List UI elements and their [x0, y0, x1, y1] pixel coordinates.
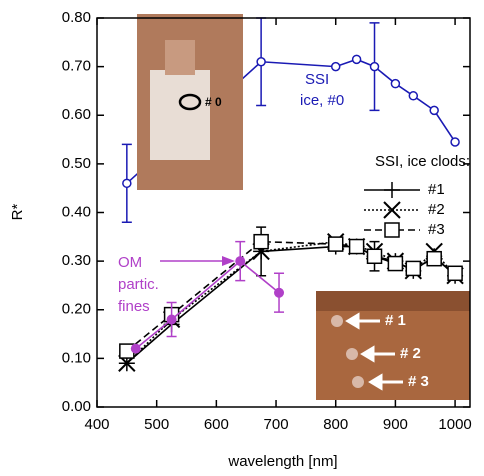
x-tick-label: 400 — [84, 416, 109, 433]
marker — [408, 91, 419, 101]
photo-clod — [352, 376, 364, 388]
photo-ice — [150, 70, 210, 160]
y-tick-label: 0.70 — [62, 58, 91, 75]
marker-shape — [366, 248, 383, 265]
marker-shape — [256, 57, 266, 67]
marker-shape — [274, 287, 285, 298]
y-tick-label: 0.30 — [62, 252, 91, 269]
series-label: SSI — [305, 71, 329, 88]
series-line — [135, 260, 280, 350]
annotation-arrowhead — [222, 256, 235, 266]
y-tick-label: 0.60 — [62, 106, 91, 123]
marker-shape — [447, 265, 463, 282]
insets: # 0 # 1 # 2 # 3 — [137, 14, 470, 400]
series-label: partic. — [118, 276, 159, 293]
marker-shape — [383, 201, 401, 219]
photo-clod — [331, 315, 343, 327]
marker — [330, 61, 341, 72]
photo-clod — [346, 348, 358, 360]
marker-shape — [384, 222, 400, 238]
marker — [351, 54, 362, 65]
legend-label: #3 — [428, 221, 445, 238]
marker — [274, 287, 285, 298]
marker-shape — [130, 343, 141, 354]
marker-shape — [450, 137, 460, 147]
marker-shape — [348, 238, 365, 255]
marker — [383, 201, 401, 219]
marker — [405, 260, 422, 277]
marker-shape — [405, 260, 422, 277]
marker-shape — [369, 61, 380, 72]
legend-title: SSI, ice clods: — [375, 153, 470, 170]
marker-shape — [122, 178, 132, 189]
marker — [429, 105, 439, 116]
marker — [130, 343, 141, 354]
y-tick-label: 0.40 — [62, 203, 91, 220]
x-tick-label: 700 — [264, 416, 289, 433]
marker — [256, 57, 266, 67]
marker-shape — [330, 61, 341, 72]
marker — [235, 256, 246, 267]
marker — [390, 78, 401, 89]
marker-shape — [166, 314, 177, 325]
marker — [450, 137, 460, 147]
marker — [384, 222, 400, 238]
series-line — [126, 240, 456, 364]
marker — [166, 314, 177, 325]
inset-label: # 3 — [408, 373, 429, 390]
marker-shape — [408, 91, 419, 101]
x-axis-label: wavelength [nm] — [227, 453, 337, 470]
inset-label: # 0 — [205, 95, 222, 109]
marker — [122, 178, 132, 189]
marker-shape — [327, 236, 344, 252]
marker — [348, 238, 365, 255]
marker — [384, 182, 400, 198]
series-label: ice, #0 — [300, 92, 344, 109]
series-line — [126, 240, 456, 352]
marker-shape — [426, 250, 442, 267]
photo-marker — [178, 93, 202, 111]
legend-label: #1 — [428, 181, 445, 198]
inset-arrows — [345, 312, 403, 391]
x-tick-label: 500 — [144, 416, 169, 433]
photo-ice — [165, 40, 195, 75]
y-tick-label: 0.20 — [62, 301, 91, 318]
x-tick-label: 900 — [383, 416, 408, 433]
photo-shade — [316, 291, 470, 311]
marker-shape — [235, 256, 246, 267]
marker — [426, 250, 442, 267]
marker — [253, 233, 269, 250]
legend-label: #2 — [428, 201, 445, 218]
y-tick-label: 0.10 — [62, 349, 91, 366]
marker-shape — [351, 54, 362, 65]
y-axis-label: R* — [9, 204, 26, 221]
series-label: fines — [118, 298, 150, 315]
inset-label: # 2 — [400, 345, 421, 362]
marker-shape — [253, 233, 269, 250]
y-tick-label: 0.50 — [62, 155, 91, 172]
marker — [387, 255, 404, 272]
marker — [447, 265, 463, 282]
inset-label: # 1 — [385, 312, 406, 329]
x-tick-label: 800 — [323, 416, 348, 433]
marker — [369, 61, 380, 72]
x-tick-label: 1000 — [438, 416, 471, 433]
marker-shape — [429, 105, 439, 116]
y-tick-label: 0.00 — [62, 398, 91, 415]
x-tick-label: 600 — [204, 416, 229, 433]
marker — [366, 248, 383, 265]
marker-shape — [390, 78, 401, 89]
plot-frame — [96, 17, 471, 408]
marker-shape — [387, 255, 404, 272]
marker — [327, 236, 344, 252]
series-label: OM — [118, 254, 142, 271]
y-tick-label: 0.80 — [62, 9, 91, 26]
